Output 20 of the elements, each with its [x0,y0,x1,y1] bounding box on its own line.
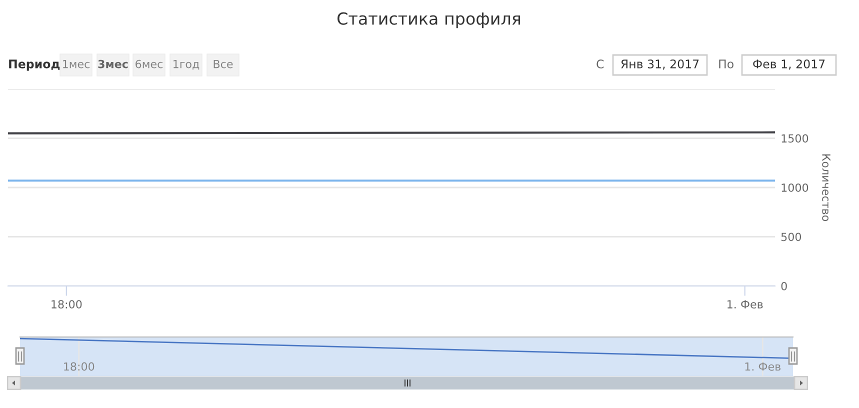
text: Фев 1, 2017 [753,59,825,70]
text: Янв 31, 2017 [621,59,699,70]
y-tick-label: 1500 [782,134,808,143]
y-tick-label: 0 [781,282,787,290]
text: 3мес [98,60,128,68]
text: С [596,59,604,68]
x-tick-label: 18:00 [52,300,82,308]
x-tick-label: 1. Фев [728,300,763,308]
text: 1год [174,60,200,70]
text: По [719,60,734,68]
x-tick-label: 18:00 [64,362,94,371]
text: 6мес [136,60,163,68]
y-tick-label: 1000 [782,183,808,192]
y-tick-label: 500 [781,232,802,242]
text: Все [214,60,233,68]
x-tick-label: 1. Фев [745,362,780,371]
chart-title: Статистика профиля [338,12,520,28]
y-axis-title: Количество [822,154,830,222]
text: 1мес [63,60,90,68]
text: Период [9,60,60,71]
